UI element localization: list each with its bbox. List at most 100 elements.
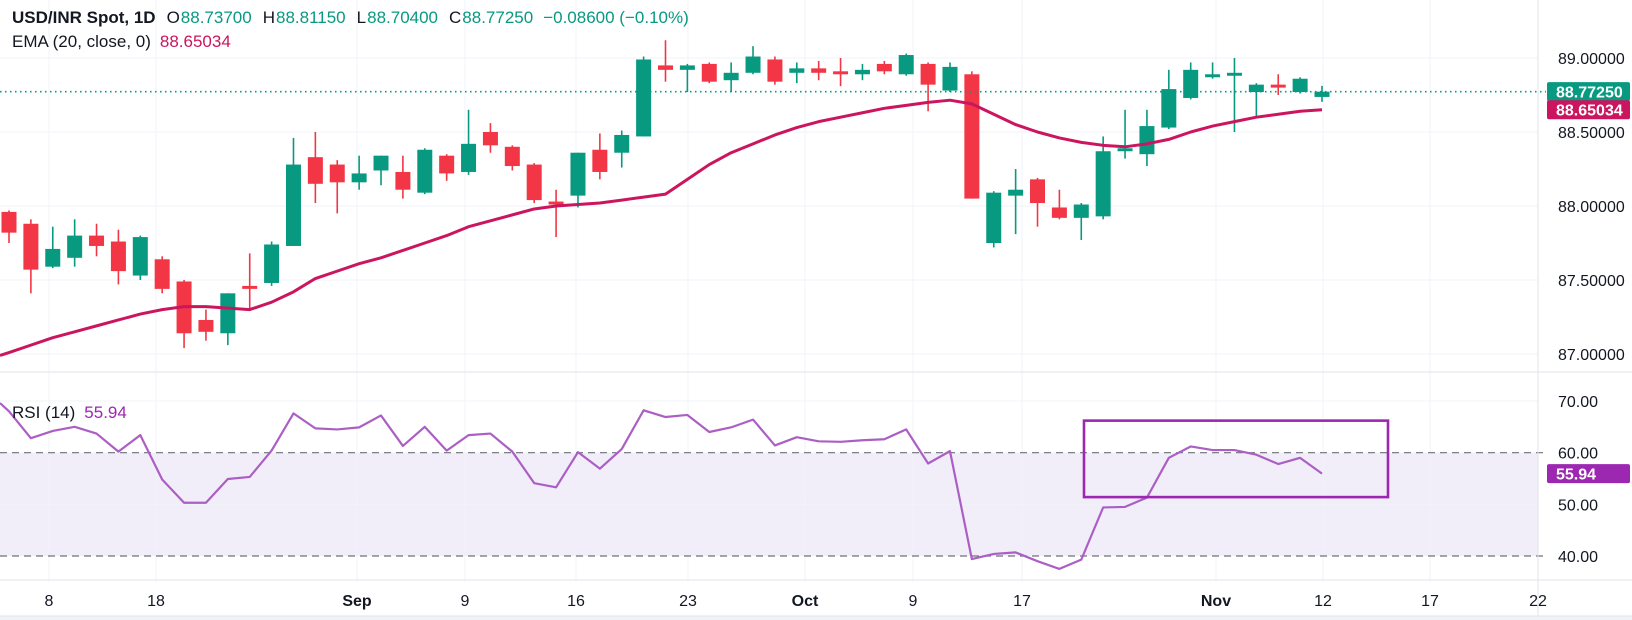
candle-body (920, 63, 936, 85)
candle-body (1008, 189, 1024, 196)
close-value: 88.77250 (462, 8, 534, 27)
time-axis-label[interactable]: Nov (1201, 593, 1231, 610)
time-axis-label[interactable]: 16 (567, 593, 585, 610)
ema-value-badge (1547, 100, 1630, 120)
candle-body (1117, 148, 1133, 152)
price-axis-label: 89.00000 (1558, 51, 1625, 68)
rsi-axis-label: 40.00 (1558, 549, 1598, 566)
rsi-indicator-title: RSI (14) (12, 403, 76, 422)
time-axis-label[interactable]: 8 (45, 593, 54, 610)
candle-body (23, 223, 39, 270)
candle-body (745, 56, 761, 73)
time-axis-label[interactable]: 9 (909, 593, 918, 610)
candle-body (854, 69, 870, 75)
candle-body (898, 55, 914, 75)
current-price-badge (1547, 82, 1630, 102)
candle-body (942, 66, 958, 91)
candle-body (526, 164, 542, 201)
time-axis-label[interactable]: 9 (461, 593, 470, 610)
candle-body (570, 152, 586, 196)
candle-body (1292, 78, 1308, 93)
candle-body (417, 149, 433, 193)
candle-body (264, 244, 280, 283)
candle-body (1183, 69, 1199, 98)
time-axis-label[interactable]: 12 (1314, 593, 1332, 610)
time-axis-label[interactable]: Sep (342, 593, 372, 610)
candle-body (307, 157, 323, 184)
rsi-legend-row[interactable]: RSI (14) 55.94 (12, 402, 127, 424)
symbol-title: USD/INR Spot, 1D (12, 8, 156, 27)
rsi-value-badge (1547, 464, 1630, 484)
high-value: 88.81150 (275, 8, 346, 27)
candle-body (1, 211, 17, 233)
candle-body (1270, 84, 1286, 88)
candle-body (198, 319, 214, 332)
candle-body (986, 192, 1002, 243)
time-axis-label[interactable]: 23 (679, 593, 697, 610)
candle-body (636, 59, 652, 137)
candle-body (285, 164, 301, 246)
candle-body (723, 72, 739, 81)
candle-body (1248, 84, 1264, 93)
candle-body (1161, 89, 1177, 128)
candle-body (395, 171, 411, 190)
candle-body (504, 146, 520, 167)
ema-indicator-value: 88.65034 (159, 32, 231, 51)
rsi-value-badge-text: 55.94 (1556, 467, 1596, 484)
candle-body (876, 63, 892, 72)
candle-body (548, 201, 564, 205)
candle-body (1095, 151, 1111, 217)
rsi-axis-label: 60.00 (1558, 446, 1598, 463)
candle-body (45, 248, 61, 267)
time-axis-label[interactable]: 18 (147, 593, 165, 610)
close-label: C (449, 8, 462, 27)
open-label: O (166, 8, 180, 27)
time-axis-label[interactable]: 17 (1013, 593, 1031, 610)
rsi-indicator-value: 55.94 (84, 403, 127, 422)
low-value: 88.70400 (367, 8, 439, 27)
symbol-legend-row[interactable]: USD/INR Spot, 1D O88.73700 H88.81150 L88.70… (12, 6, 689, 30)
open-value: 88.73700 (180, 8, 252, 27)
bottom-strip (0, 616, 1632, 620)
current-price-badge-text: 88.77250 (1556, 85, 1623, 102)
candle-body (89, 235, 105, 246)
annotation-rectangle[interactable] (1082, 419, 1390, 499)
candle-body (1205, 74, 1221, 78)
candle-body (110, 241, 126, 272)
candle-body (329, 164, 345, 183)
high-label: H (262, 8, 275, 27)
candle-body (614, 134, 630, 153)
candle-body (482, 132, 498, 146)
change-value: −0.08600 (−0.10%) (543, 8, 689, 27)
candle-body (1073, 204, 1089, 218)
candle-body (439, 155, 455, 174)
candle-body (1226, 72, 1242, 76)
price-axis-label: 87.00000 (1558, 347, 1625, 364)
price-axis-label: 87.50000 (1558, 273, 1625, 290)
candle-body (657, 65, 673, 70)
candle-body (592, 149, 608, 172)
price-axis-label: 88.00000 (1558, 199, 1625, 216)
candle-body (1051, 207, 1067, 218)
ema-value-badge-text: 88.65034 (1556, 103, 1623, 120)
time-axis-label[interactable]: 17 (1421, 593, 1439, 610)
candle-body (220, 293, 236, 334)
low-label: L (356, 8, 367, 27)
time-axis-label[interactable]: 22 (1529, 593, 1547, 610)
candle-body (154, 259, 170, 289)
time-axis-label[interactable]: Oct (792, 593, 819, 610)
candle-body (767, 59, 783, 82)
candle-body (67, 235, 83, 258)
candle-body (461, 143, 477, 172)
candle-body (679, 65, 695, 70)
candle-body (351, 173, 367, 183)
ema-legend-row[interactable]: EMA (20, close, 0) 88.65034 (12, 30, 689, 54)
legend: USD/INR Spot, 1D O88.73700 H88.81150 L88.70… (12, 6, 689, 54)
candle-body (789, 68, 805, 73)
candle-body (964, 74, 980, 199)
rsi-axis-label: 70.00 (1558, 394, 1598, 411)
candle-body (701, 63, 717, 82)
